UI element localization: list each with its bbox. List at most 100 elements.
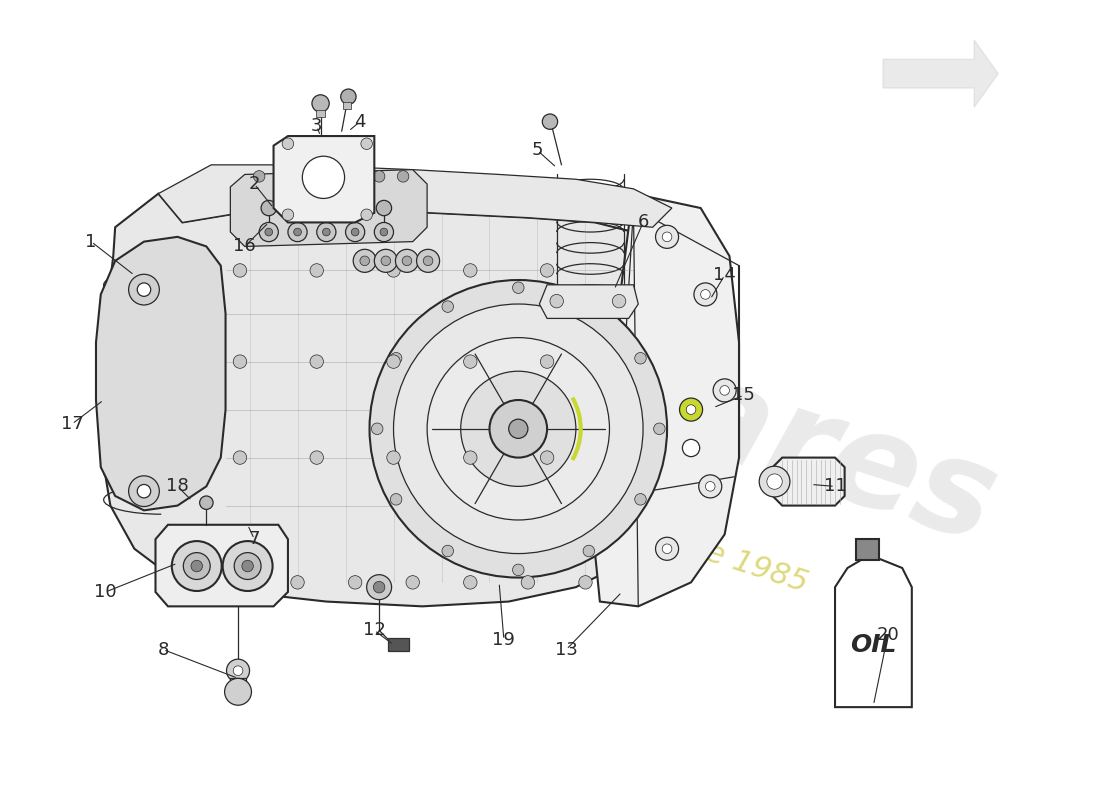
Circle shape — [635, 353, 646, 364]
Circle shape — [224, 678, 252, 706]
Circle shape — [326, 170, 337, 182]
Circle shape — [767, 474, 782, 490]
Circle shape — [613, 294, 626, 308]
Bar — [316, 110, 326, 117]
Circle shape — [463, 576, 477, 589]
Circle shape — [381, 228, 388, 236]
Circle shape — [374, 222, 394, 242]
Circle shape — [353, 250, 376, 272]
Circle shape — [395, 250, 418, 272]
Circle shape — [373, 170, 385, 182]
Circle shape — [129, 476, 160, 506]
Polygon shape — [274, 136, 374, 222]
Polygon shape — [96, 237, 225, 510]
Circle shape — [253, 170, 265, 182]
Circle shape — [350, 170, 361, 182]
Circle shape — [635, 494, 646, 505]
Circle shape — [490, 400, 547, 458]
Text: OIL: OIL — [850, 633, 896, 657]
Circle shape — [542, 114, 558, 130]
Circle shape — [508, 419, 528, 438]
Text: 2: 2 — [249, 175, 260, 193]
Text: 8: 8 — [157, 641, 169, 658]
Bar — [342, 102, 351, 109]
Circle shape — [583, 546, 595, 557]
Text: 14: 14 — [713, 266, 736, 284]
Circle shape — [341, 89, 356, 104]
Circle shape — [686, 405, 696, 414]
Circle shape — [461, 371, 576, 486]
Circle shape — [302, 156, 344, 198]
Circle shape — [233, 666, 243, 675]
Circle shape — [322, 228, 330, 236]
Circle shape — [680, 398, 703, 421]
Circle shape — [310, 451, 323, 464]
Circle shape — [184, 553, 210, 579]
Circle shape — [719, 386, 729, 395]
Circle shape — [191, 560, 202, 572]
Circle shape — [406, 576, 419, 589]
Text: 7: 7 — [249, 530, 260, 548]
Circle shape — [442, 546, 453, 557]
Circle shape — [242, 560, 253, 572]
Circle shape — [233, 264, 246, 277]
Bar — [230, 678, 245, 688]
Circle shape — [373, 582, 385, 593]
Circle shape — [372, 423, 383, 434]
Circle shape — [288, 222, 307, 242]
Circle shape — [234, 553, 261, 579]
Polygon shape — [539, 285, 638, 318]
Circle shape — [361, 209, 373, 221]
Circle shape — [222, 541, 273, 591]
Circle shape — [390, 353, 402, 364]
Circle shape — [290, 576, 305, 589]
Circle shape — [463, 451, 477, 464]
Circle shape — [366, 574, 392, 600]
Circle shape — [129, 274, 160, 305]
Text: 17: 17 — [60, 415, 84, 433]
Text: 12: 12 — [363, 622, 386, 639]
Polygon shape — [230, 170, 427, 246]
Circle shape — [294, 228, 301, 236]
Polygon shape — [158, 165, 672, 227]
Circle shape — [759, 466, 790, 497]
Text: 11: 11 — [824, 478, 846, 495]
Circle shape — [345, 222, 365, 242]
Circle shape — [317, 222, 336, 242]
Text: eurospares: eurospares — [178, 191, 1012, 570]
Text: 20: 20 — [877, 626, 899, 644]
Text: 15: 15 — [733, 386, 756, 404]
Circle shape — [233, 451, 246, 464]
Text: 10: 10 — [95, 583, 117, 601]
Circle shape — [390, 494, 402, 505]
Text: 18: 18 — [166, 478, 189, 495]
Circle shape — [387, 355, 400, 368]
Circle shape — [360, 256, 370, 266]
Circle shape — [138, 485, 151, 498]
Circle shape — [233, 355, 246, 368]
Circle shape — [265, 228, 273, 236]
Circle shape — [662, 544, 672, 554]
Circle shape — [361, 138, 373, 150]
Polygon shape — [883, 40, 998, 107]
Circle shape — [513, 564, 524, 576]
Circle shape — [283, 138, 294, 150]
Bar — [856, 539, 879, 560]
Circle shape — [394, 304, 644, 554]
Polygon shape — [595, 194, 739, 606]
Circle shape — [427, 338, 609, 520]
Circle shape — [513, 282, 524, 294]
Circle shape — [698, 475, 722, 498]
Circle shape — [403, 256, 411, 266]
Circle shape — [694, 283, 717, 306]
Polygon shape — [155, 525, 288, 606]
Circle shape — [301, 170, 312, 182]
Circle shape — [290, 200, 305, 216]
Text: 4: 4 — [354, 113, 365, 130]
Circle shape — [701, 290, 711, 299]
Polygon shape — [772, 458, 845, 506]
Circle shape — [172, 541, 222, 591]
Circle shape — [656, 538, 679, 560]
Bar — [388, 638, 409, 651]
Circle shape — [227, 659, 250, 682]
